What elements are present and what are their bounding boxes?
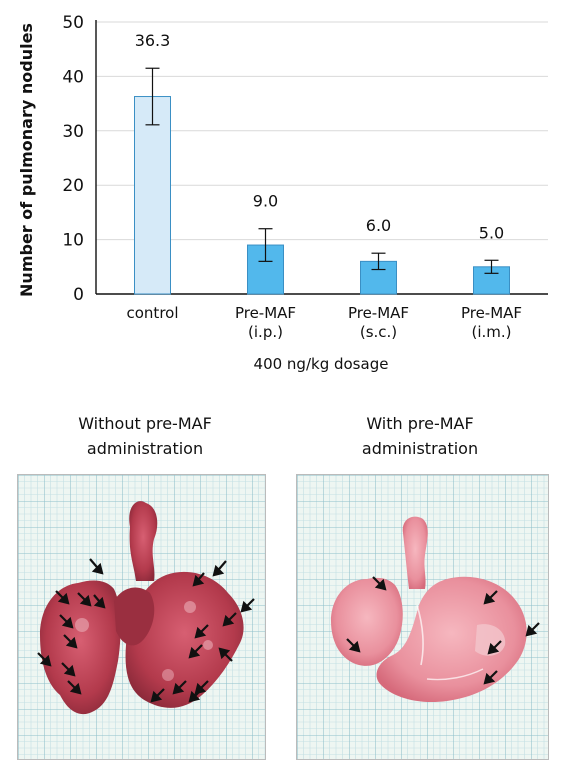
category-label-1-1: (i.p.) bbox=[248, 323, 283, 341]
lung-tissue-shape bbox=[40, 501, 244, 715]
value-labels: 36.3 9.0 6.0 5.0 bbox=[135, 31, 505, 242]
error-bar-0 bbox=[145, 67, 160, 126]
bars bbox=[134, 96, 510, 295]
nodule-arrows bbox=[37, 558, 255, 703]
value-label-0: 36.3 bbox=[135, 31, 171, 50]
x-axis-label: 400 ng/kg dosage bbox=[254, 355, 389, 373]
right-caption-line1: With pre-MAF bbox=[366, 414, 474, 433]
error-bar-2 bbox=[371, 252, 386, 271]
nodule-arrows bbox=[346, 576, 540, 685]
category-labels: control Pre-MAF(i.p.)Pre-MAF(s.c.)Pre-MAF… bbox=[127, 304, 523, 341]
lung-tissue-shape bbox=[331, 516, 527, 703]
category-label-1-0: Pre-MAF bbox=[235, 304, 296, 322]
y-tick-20: 20 bbox=[62, 176, 84, 196]
bar-0 bbox=[134, 96, 171, 295]
bar-chart: Number of pulmonary nodules 01020304050 … bbox=[17, 13, 548, 373]
axes bbox=[95, 20, 548, 295]
photo-without-pre-maf bbox=[17, 474, 266, 760]
error-bar-1 bbox=[258, 228, 273, 262]
value-label-3: 5.0 bbox=[479, 223, 504, 242]
value-label-2: 6.0 bbox=[366, 216, 391, 235]
category-label-3-0: Pre-MAF bbox=[461, 304, 522, 322]
right-caption-line2: administration bbox=[361, 439, 479, 458]
y-tick-10: 10 bbox=[62, 231, 84, 251]
category-label-3-1: (i.m.) bbox=[471, 323, 511, 341]
left-caption-line2: administration bbox=[86, 439, 204, 458]
error-bars bbox=[145, 67, 499, 274]
value-label-1: 9.0 bbox=[253, 192, 278, 211]
y-tick-30: 30 bbox=[62, 122, 84, 142]
y-axis-label: Number of pulmonary nodules bbox=[17, 23, 36, 297]
y-tick-40: 40 bbox=[62, 67, 84, 87]
grid-lines bbox=[96, 21, 548, 241]
y-tick-0: 0 bbox=[73, 285, 84, 305]
right-photo-caption: With pre-MAF administration bbox=[295, 411, 545, 461]
category-label-0-0: control bbox=[127, 304, 179, 322]
left-caption-line1: Without pre-MAF bbox=[78, 414, 212, 433]
error-bar-3 bbox=[484, 259, 499, 274]
y-tick-labels: 0 10 20 30 40 50 bbox=[62, 13, 84, 305]
photo-with-pre-maf bbox=[296, 474, 549, 760]
y-tick-50: 50 bbox=[62, 13, 84, 33]
left-photo-caption: Without pre-MAF administration bbox=[20, 411, 270, 461]
category-label-2-1: (s.c.) bbox=[360, 323, 397, 341]
category-label-2-0: Pre-MAF bbox=[348, 304, 409, 322]
